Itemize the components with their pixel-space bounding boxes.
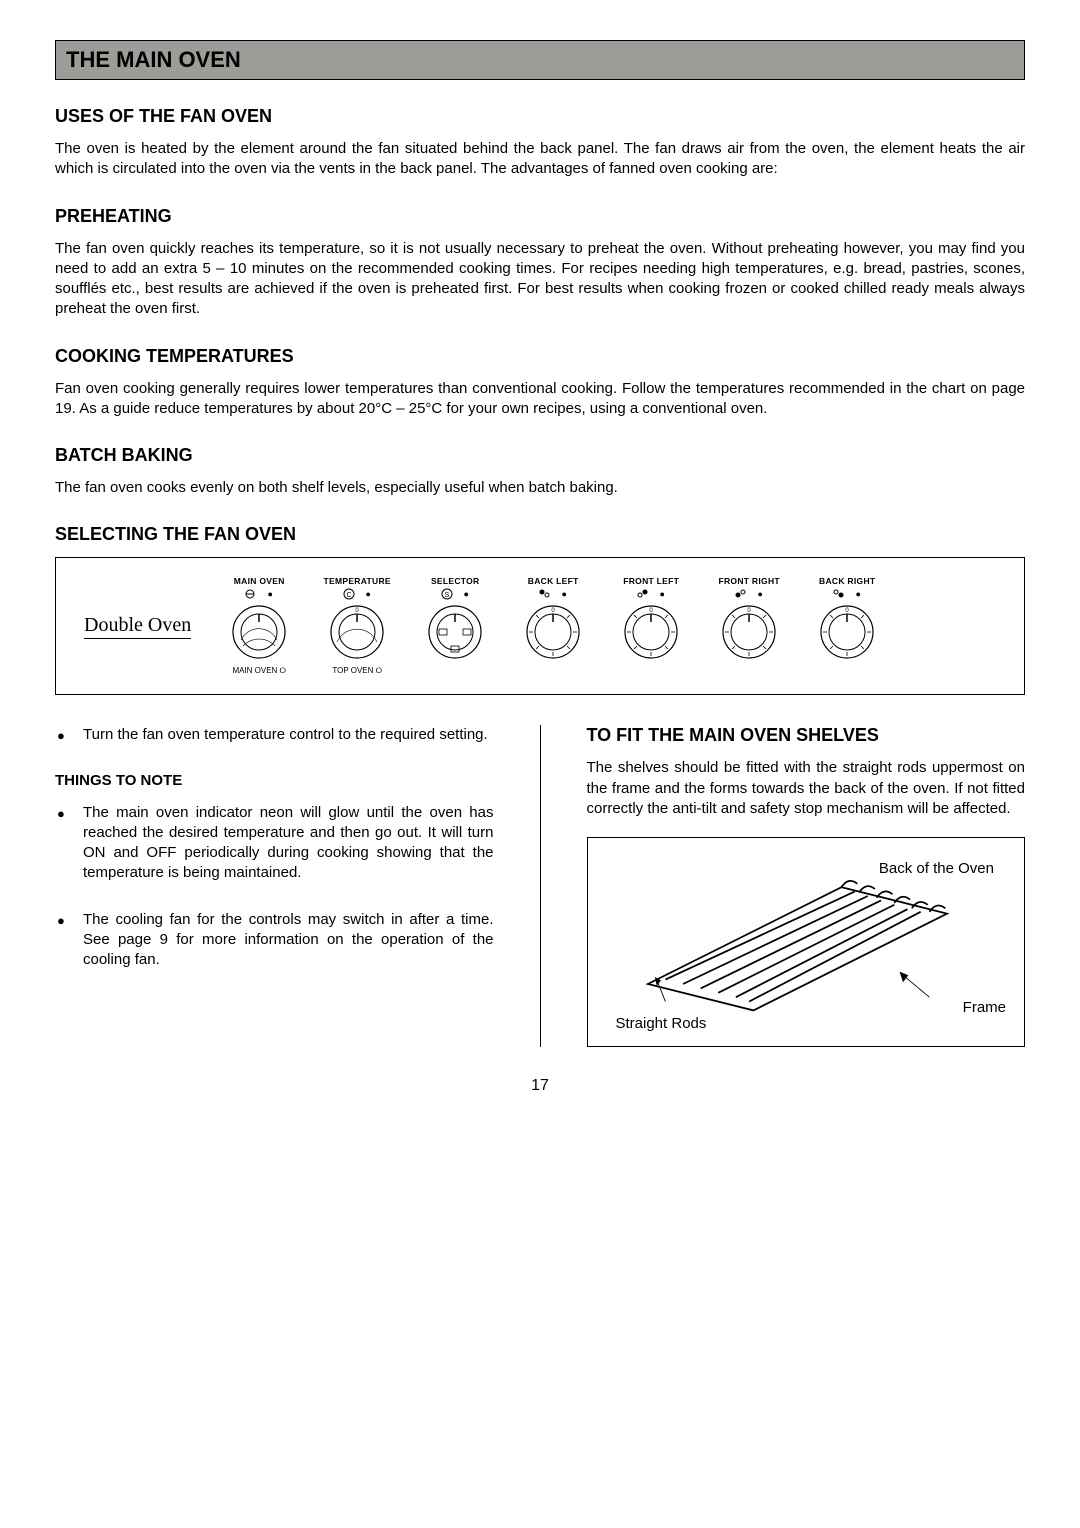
shelf-back-label: Back of the Oven	[879, 860, 994, 877]
knob-dial-icon: 0	[327, 602, 387, 662]
intro-bullets: Turn the fan oven temperature control to…	[55, 725, 494, 745]
body-uses: The oven is heated by the element around…	[55, 139, 1025, 180]
svg-text:0: 0	[650, 608, 654, 614]
heading-shelves: TO FIT THE MAIN OVEN SHELVES	[587, 725, 1026, 746]
burner-small-icon	[637, 589, 649, 599]
svg-text:0: 0	[356, 608, 360, 614]
temp-small-icon: C	[343, 588, 355, 600]
two-column-layout: Turn the fan oven temperature control to…	[55, 725, 1025, 1047]
knob-row: MAIN OVEN ● MAIN OVEN ⭘ TEMPERATURE C	[219, 576, 887, 676]
shelf-svg	[608, 852, 1005, 1028]
heading-selecting: SELECTING THE FAN OVEN	[55, 524, 1025, 545]
knob-label: SELECTOR	[431, 576, 480, 586]
page-number: 17	[55, 1077, 1025, 1095]
burner-small-icon	[539, 589, 551, 599]
list-item: The main oven indicator neon will glow u…	[55, 803, 494, 884]
selector-small-icon: S	[441, 588, 453, 600]
section-banner: THE MAIN OVEN	[55, 40, 1025, 80]
body-preheating: The fan oven quickly reaches its tempera…	[55, 239, 1025, 320]
knob-indicators: ●	[637, 589, 664, 599]
list-item: Turn the fan oven temperature control to…	[55, 725, 494, 745]
shelf-diagram: Back of the Oven Straight Rods Frame	[587, 837, 1026, 1047]
knob-dial-icon: 0	[523, 602, 583, 662]
body-batch: The fan oven cooks evenly on both shelf …	[55, 478, 1025, 498]
knob-label: BACK RIGHT	[819, 576, 875, 586]
shelf-frame-label: Frame	[963, 999, 1006, 1016]
knob-selector: SELECTOR S ●	[415, 576, 495, 662]
body-cooking: Fan oven cooking generally requires lowe…	[55, 379, 1025, 420]
svg-text:0: 0	[748, 608, 752, 614]
brand-label: Double Oven	[84, 614, 191, 639]
list-item: The cooling fan for the controls may swi…	[55, 910, 494, 971]
knob-label: FRONT RIGHT	[719, 576, 780, 586]
knob-dial-icon: 0	[817, 602, 877, 662]
knob-indicators: ●	[735, 589, 762, 599]
burner-small-icon	[735, 589, 747, 599]
knob-front-right: FRONT RIGHT ● 0	[709, 576, 789, 662]
knob-main-oven: MAIN OVEN ● MAIN OVEN ⭘	[219, 576, 299, 676]
knob-indicators: S ●	[441, 589, 468, 599]
body-shelves: The shelves should be fitted with the st…	[587, 758, 1026, 819]
shelf-rods-label: Straight Rods	[616, 1015, 707, 1032]
svg-text:C: C	[347, 592, 352, 599]
knob-indicators: ●	[245, 589, 272, 599]
knob-back-right: BACK RIGHT ● 0	[807, 576, 887, 662]
fan-small-icon	[245, 589, 257, 599]
knob-front-left: FRONT LEFT ● 0	[611, 576, 691, 662]
knob-label: MAIN OVEN	[234, 576, 285, 586]
control-panel-diagram: Double Oven MAIN OVEN ● MAIN OVEN ⭘ TEMP…	[55, 557, 1025, 695]
heading-batch: BATCH BAKING	[55, 445, 1025, 466]
knob-dial-icon: 0	[621, 602, 681, 662]
knob-indicators: C ●	[343, 589, 370, 599]
knob-dial-icon: 0	[719, 602, 779, 662]
column-divider	[540, 725, 541, 1047]
knob-temperature: TEMPERATURE C ● 0 TOP OVEN ⭘	[317, 576, 397, 676]
left-column: Turn the fan oven temperature control to…	[55, 725, 494, 1047]
knob-indicators: ●	[539, 589, 566, 599]
heading-uses: USES OF THE FAN OVEN	[55, 106, 1025, 127]
knob-label: BACK LEFT	[528, 576, 579, 586]
heading-cooking: COOKING TEMPERATURES	[55, 346, 1025, 367]
right-column: TO FIT THE MAIN OVEN SHELVES The shelves…	[587, 725, 1026, 1047]
svg-text:0: 0	[552, 608, 556, 614]
knob-dial-icon	[229, 602, 289, 662]
knob-caption: TOP OVEN ⭘	[332, 666, 382, 676]
knob-dial-icon	[425, 602, 485, 662]
knob-label: FRONT LEFT	[623, 576, 679, 586]
note-bullets: The main oven indicator neon will glow u…	[55, 803, 494, 971]
burner-small-icon	[833, 589, 845, 599]
knob-indicators: ●	[833, 589, 860, 599]
heading-preheating: PREHEATING	[55, 206, 1025, 227]
things-to-note-heading: THINGS TO NOTE	[55, 772, 494, 789]
svg-text:S: S	[445, 592, 450, 599]
knob-back-left: BACK LEFT ● 0	[513, 576, 593, 662]
knob-label: TEMPERATURE	[324, 576, 391, 586]
svg-text:0: 0	[846, 608, 850, 614]
knob-caption: MAIN OVEN ⭘	[232, 666, 286, 676]
